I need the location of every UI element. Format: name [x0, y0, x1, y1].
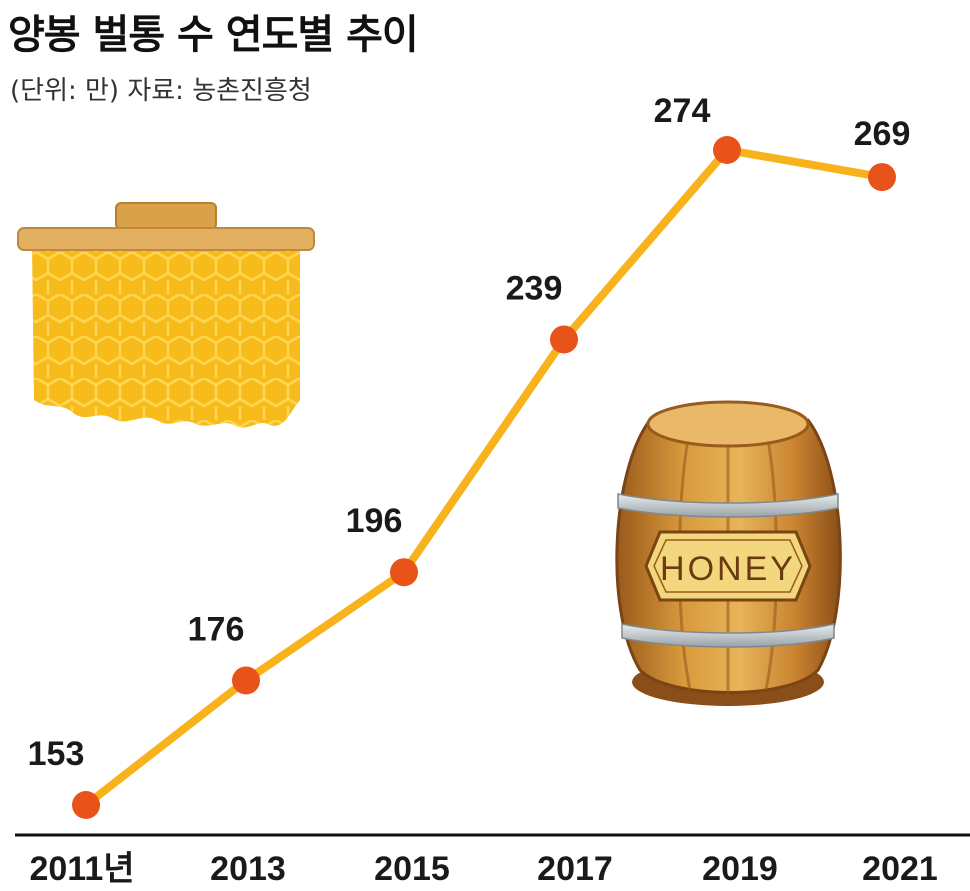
data-point-2011 — [72, 791, 100, 819]
data-label-2015: 196 — [346, 502, 403, 540]
x-tick-labels: 2011년 2013 2015 2017 2019 2021 — [29, 850, 937, 888]
x-tick-label-2017: 2017 — [537, 850, 613, 888]
data-point-2013 — [232, 666, 260, 695]
data-label-2013: 176 — [188, 610, 245, 648]
x-tick-label-2013: 2013 — [210, 850, 286, 888]
data-point-2017 — [550, 325, 578, 354]
x-tick-label-2021: 2021 — [862, 850, 938, 888]
honey-barrel-illustration: HONEY — [615, 400, 842, 706]
data-point-2021 — [868, 163, 896, 192]
x-tick-label-2015: 2015 — [374, 850, 450, 888]
data-label-2019: 274 — [654, 92, 711, 130]
data-label-2021: 269 — [854, 115, 911, 153]
data-labels: 153 176 196 239 274 269 — [28, 92, 911, 773]
barrel-label: HONEY — [660, 550, 796, 588]
series-markers — [72, 136, 896, 819]
data-point-2019 — [713, 136, 741, 164]
honeycomb-illustration — [17, 202, 315, 428]
data-point-2015 — [390, 558, 418, 587]
chart-subtitle: (단위: 만) 자료: 농촌진흥청 — [10, 76, 312, 106]
chart-title: 양봉 벌통 수 연도별 추이 — [8, 12, 419, 58]
series-line — [82, 146, 886, 809]
x-tick-label-2019: 2019 — [702, 850, 778, 888]
x-tick-label-2011: 2011년 — [29, 850, 134, 888]
data-label-2017: 239 — [506, 269, 563, 307]
data-label-2011: 153 — [28, 735, 85, 773]
